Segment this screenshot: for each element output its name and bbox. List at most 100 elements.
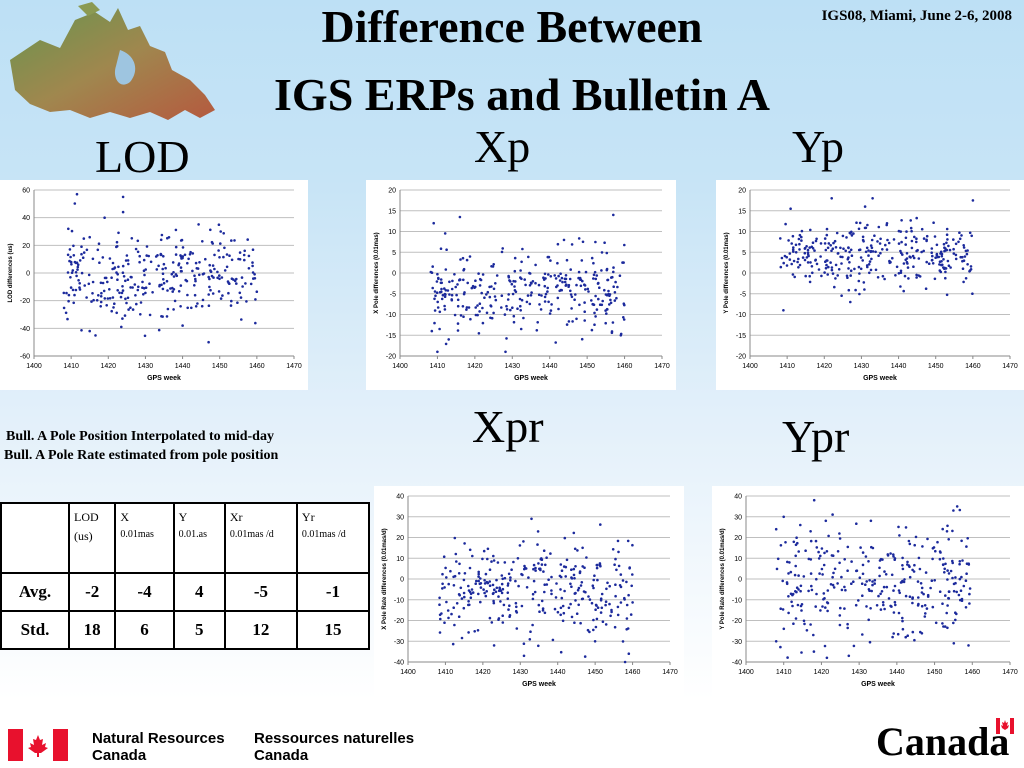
data-point <box>136 288 140 292</box>
data-point <box>782 627 786 631</box>
data-point <box>917 596 920 599</box>
data-point <box>831 247 835 250</box>
data-point <box>201 298 205 302</box>
data-point <box>513 256 517 260</box>
data-point <box>915 237 918 240</box>
data-point <box>631 601 634 604</box>
data-point <box>452 584 456 587</box>
ypr-chart: -40 -30 -20 -10 0 10 20 30 40 1400 1410 1420 1430 144… <box>712 486 1024 696</box>
data-point <box>908 542 912 546</box>
data-point <box>831 575 834 579</box>
data-point <box>850 234 854 237</box>
data-point <box>579 584 583 587</box>
data-point <box>562 611 566 615</box>
data-point <box>512 314 516 318</box>
data-point <box>961 267 965 270</box>
data-point <box>556 242 560 246</box>
data-point <box>598 562 602 565</box>
data-point <box>786 656 789 659</box>
data-point <box>198 273 201 277</box>
data-point <box>592 578 595 582</box>
data-point <box>70 271 74 274</box>
data-point <box>193 284 196 287</box>
data-point <box>543 284 547 288</box>
data-point <box>439 617 442 621</box>
data-point <box>544 277 547 280</box>
data-point <box>957 593 961 597</box>
data-point <box>922 237 926 240</box>
data-point <box>208 277 211 281</box>
data-point <box>896 632 900 636</box>
data-point <box>881 558 884 561</box>
data-point <box>904 243 907 246</box>
data-point <box>76 265 80 269</box>
data-point <box>944 562 947 566</box>
y-tick-label: 5 <box>742 250 746 257</box>
data-point <box>789 570 793 574</box>
data-point <box>623 303 626 307</box>
data-point <box>503 561 507 564</box>
data-point <box>510 282 514 286</box>
department-name-fr: Ressources naturelles Canada <box>254 730 414 764</box>
x-tick-label: 1450 <box>579 363 595 370</box>
data-point <box>556 261 559 265</box>
data-point <box>947 244 950 248</box>
data-point <box>776 557 780 561</box>
data-point <box>834 246 838 249</box>
data-point <box>599 611 603 614</box>
data-point <box>617 550 620 554</box>
data-point <box>955 590 958 594</box>
data-point <box>613 625 617 629</box>
data-point <box>612 270 615 274</box>
data-point <box>433 321 436 325</box>
xp-label: Xp <box>474 121 531 172</box>
data-point <box>474 306 477 309</box>
data-point <box>954 576 957 579</box>
data-point <box>177 290 181 293</box>
data-point <box>208 263 211 267</box>
data-point <box>490 316 494 320</box>
data-point <box>609 301 613 305</box>
data-point <box>198 261 201 264</box>
data-point <box>604 623 608 626</box>
data-point <box>567 606 571 610</box>
data-point <box>869 244 873 247</box>
data-point <box>887 241 891 245</box>
data-point <box>800 239 803 242</box>
y-tick-label: -20 <box>394 618 404 625</box>
data-point <box>821 573 824 576</box>
data-point <box>822 592 826 595</box>
data-point <box>173 299 177 303</box>
data-point <box>855 522 858 525</box>
data-point <box>529 294 533 297</box>
data-point <box>881 274 885 278</box>
data-point <box>857 279 861 283</box>
data-point <box>544 292 548 296</box>
data-point <box>603 288 606 292</box>
data-point <box>576 549 579 552</box>
data-point <box>820 567 824 571</box>
data-point <box>852 644 856 648</box>
data-point <box>787 595 790 598</box>
data-point <box>463 542 466 545</box>
data-point <box>470 286 474 290</box>
data-point <box>934 256 937 259</box>
data-point <box>95 299 99 302</box>
data-point <box>836 252 840 255</box>
data-point <box>500 306 503 309</box>
data-point <box>826 609 829 613</box>
data-point <box>550 303 553 306</box>
data-point <box>968 592 971 596</box>
data-point <box>64 311 68 315</box>
data-point <box>485 293 488 296</box>
data-point <box>448 293 451 296</box>
data-point <box>243 258 246 262</box>
data-point <box>848 250 851 254</box>
data-point <box>443 304 446 308</box>
header-name: Yr <box>301 510 315 524</box>
data-point <box>880 590 884 593</box>
data-point <box>955 505 959 508</box>
data-point <box>144 291 147 295</box>
data-point <box>470 588 474 591</box>
